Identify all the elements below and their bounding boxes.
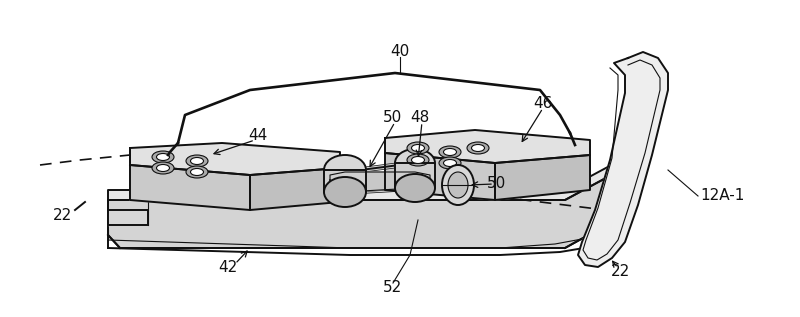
- Ellipse shape: [395, 149, 435, 177]
- Ellipse shape: [471, 145, 485, 152]
- Ellipse shape: [442, 165, 474, 205]
- Text: 44: 44: [248, 127, 268, 143]
- Ellipse shape: [439, 157, 461, 169]
- Ellipse shape: [324, 177, 366, 207]
- Ellipse shape: [407, 142, 429, 154]
- Ellipse shape: [157, 165, 170, 171]
- Ellipse shape: [324, 155, 366, 185]
- Ellipse shape: [411, 157, 425, 164]
- Ellipse shape: [395, 174, 435, 202]
- Text: 22: 22: [610, 264, 630, 280]
- Ellipse shape: [448, 172, 468, 198]
- Text: 52: 52: [383, 281, 402, 295]
- Ellipse shape: [467, 142, 489, 154]
- Polygon shape: [578, 52, 668, 267]
- Text: 12A-1: 12A-1: [700, 189, 744, 204]
- Ellipse shape: [443, 159, 457, 166]
- Polygon shape: [385, 130, 590, 163]
- Ellipse shape: [407, 154, 429, 166]
- Ellipse shape: [152, 151, 174, 163]
- Ellipse shape: [443, 148, 457, 156]
- Ellipse shape: [411, 145, 425, 152]
- Polygon shape: [495, 155, 590, 200]
- Ellipse shape: [186, 166, 208, 178]
- Polygon shape: [108, 155, 630, 200]
- Ellipse shape: [190, 169, 203, 176]
- Polygon shape: [395, 163, 435, 188]
- Polygon shape: [324, 170, 366, 192]
- Text: 48: 48: [410, 109, 430, 125]
- Ellipse shape: [152, 162, 174, 174]
- Text: 42: 42: [218, 261, 238, 275]
- Text: 50: 50: [487, 177, 506, 191]
- Polygon shape: [330, 172, 430, 192]
- Text: 46: 46: [534, 95, 553, 111]
- Text: 22: 22: [52, 208, 72, 223]
- Polygon shape: [130, 165, 250, 210]
- Ellipse shape: [186, 155, 208, 167]
- Ellipse shape: [157, 153, 170, 160]
- Ellipse shape: [190, 158, 203, 165]
- Polygon shape: [385, 153, 495, 200]
- Text: 50: 50: [383, 109, 402, 125]
- Polygon shape: [108, 165, 630, 248]
- Text: 40: 40: [390, 44, 410, 60]
- Polygon shape: [130, 143, 340, 175]
- Ellipse shape: [439, 146, 461, 158]
- Polygon shape: [108, 210, 148, 225]
- Polygon shape: [250, 168, 340, 210]
